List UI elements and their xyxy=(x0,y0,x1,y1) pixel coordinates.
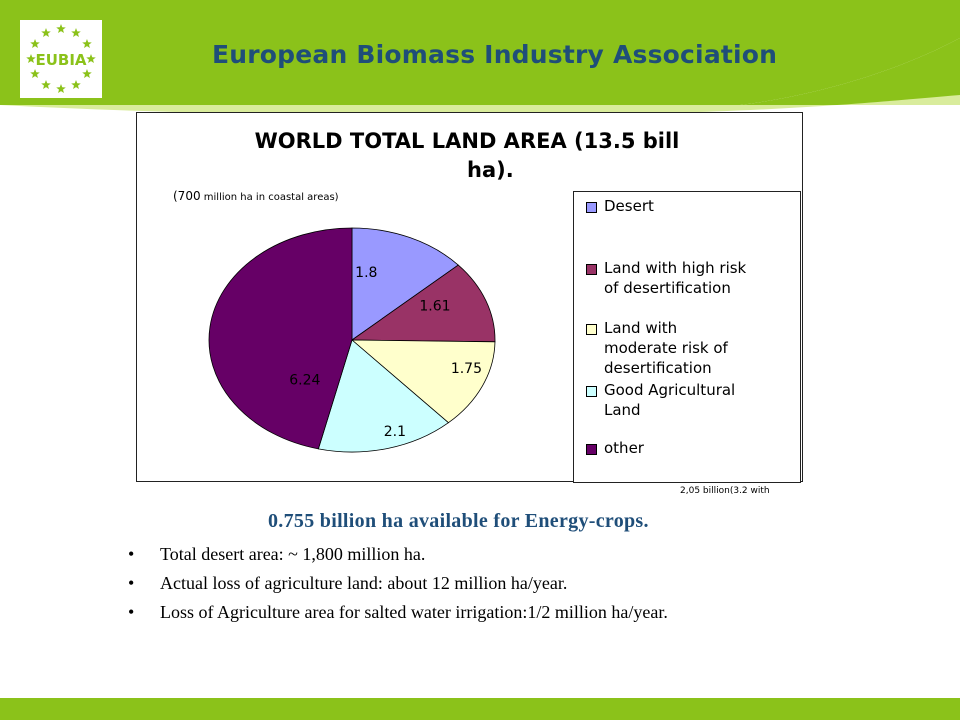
logo-star-icon xyxy=(56,24,66,34)
legend-label-line: Land with high risk xyxy=(604,259,747,277)
legend-label: Desert xyxy=(604,196,800,216)
logo-star-icon xyxy=(82,39,92,49)
pie-data-label: 1.8 xyxy=(355,265,377,281)
bullet-dot: • xyxy=(128,602,135,622)
bullet-dot: • xyxy=(128,573,135,593)
legend-label: Land with moderate risk of desertification xyxy=(604,318,800,378)
org-title: European Biomass Industry Association xyxy=(212,40,778,69)
pie-data-label: 1.61 xyxy=(419,298,450,314)
logo-star-icon xyxy=(41,79,51,90)
top-light-swoosh xyxy=(0,95,960,116)
chart-title-line2: ha). xyxy=(467,158,514,182)
eubia-logo: EUBIA xyxy=(18,18,104,100)
legend-label-line: Land with xyxy=(604,319,678,337)
pie-data-label: 6.24 xyxy=(289,372,320,388)
bullet-text: Actual loss of agriculture land: about 1… xyxy=(160,573,568,593)
chart-title: WORLD TOTAL LAND AREA (13.5 bill ha). xyxy=(207,127,727,185)
pie-data-label: 2.1 xyxy=(384,424,406,440)
logo-star-icon xyxy=(71,28,81,38)
chart-title-line1: WORLD TOTAL LAND AREA (13.5 bill xyxy=(254,129,680,153)
bullet-list: • Total desert area: ~ 1,800 million ha. … xyxy=(128,540,668,627)
legend-label-line: of desertification xyxy=(604,279,731,297)
legend-label-line: moderate risk of xyxy=(604,339,728,357)
pie-slice xyxy=(208,227,353,450)
legend-label: Good Agricultural Land xyxy=(604,380,800,420)
legend-swatch xyxy=(586,444,597,455)
bullet-item: • Loss of Agriculture area for salted wat… xyxy=(128,598,668,627)
legend-label-line: Good Agricultural xyxy=(604,381,736,399)
legend-swatch xyxy=(586,202,597,213)
bullet-item: • Total desert area: ~ 1,800 million ha. xyxy=(128,540,668,569)
chart-legend: Desert Land with high risk of desertificat… xyxy=(573,191,801,483)
logo-star-icon xyxy=(71,79,81,90)
logo-star-icon xyxy=(82,69,92,79)
logo-star-icon xyxy=(41,28,51,38)
chart-subtitle: (700 million ha in coastal areas) xyxy=(173,189,339,203)
legend-label-line: Desert xyxy=(604,197,654,215)
bullet-text: Total desert area: ~ 1,800 million ha. xyxy=(160,544,426,564)
top-green-band xyxy=(0,0,960,105)
legend-label-line: Land xyxy=(604,401,641,419)
highlight-text: 0.755 billion ha available for Energy-cr… xyxy=(268,510,649,532)
legend-label: other xyxy=(604,438,800,458)
chart-subtitle-number: (700 xyxy=(173,189,201,203)
pie-slice xyxy=(317,339,450,453)
logo-star-icon xyxy=(30,69,40,79)
bullet-dot: • xyxy=(128,544,135,564)
bottom-green-band xyxy=(0,698,960,720)
chart-footnote: 2,05 billion(3.2 with xyxy=(680,486,770,496)
pie-plot: 1.8 1.61 1.75 2.1 6.24 xyxy=(208,227,496,453)
legend-swatch xyxy=(586,324,597,335)
logo-star-icon xyxy=(26,54,36,64)
logo-star-icon xyxy=(56,84,66,94)
legend-swatch xyxy=(586,264,597,275)
pie-slice xyxy=(350,339,496,424)
top-green-swoosh xyxy=(0,38,960,105)
pie-data-label: 1.75 xyxy=(451,361,482,377)
chart-subtitle-text: million ha in coastal areas) xyxy=(203,192,339,203)
bullet-item: • Actual loss of agriculture land: about … xyxy=(128,569,668,598)
legend-label-line: other xyxy=(604,439,644,457)
svg-text:EUBIA: EUBIA xyxy=(35,51,86,69)
pie-slice xyxy=(351,227,459,341)
pie-slice xyxy=(350,264,496,343)
logo-star-icon xyxy=(86,54,96,64)
legend-label: Land with high risk of desertification xyxy=(604,258,800,298)
legend-swatch xyxy=(586,386,597,397)
legend-label-line: desertification xyxy=(604,359,712,377)
pie-chart: WORLD TOTAL LAND AREA (13.5 bill ha). (7… xyxy=(136,112,803,483)
logo-star-icon xyxy=(30,39,40,49)
bullet-text: Loss of Agriculture area for salted wate… xyxy=(160,602,668,622)
